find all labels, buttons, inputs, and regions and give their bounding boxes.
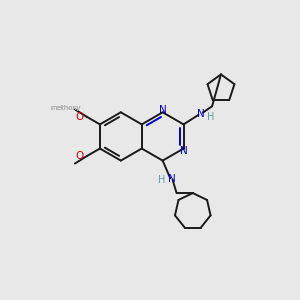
Text: N: N xyxy=(159,105,167,115)
Text: H: H xyxy=(207,112,214,122)
Text: methoxy: methoxy xyxy=(51,105,81,111)
Text: methoxy: methoxy xyxy=(51,105,81,111)
Text: O: O xyxy=(75,112,83,122)
Text: N: N xyxy=(180,146,188,156)
Text: N: N xyxy=(168,174,176,184)
Text: H: H xyxy=(158,175,166,185)
Text: O: O xyxy=(75,151,83,161)
Text: N: N xyxy=(197,109,205,119)
